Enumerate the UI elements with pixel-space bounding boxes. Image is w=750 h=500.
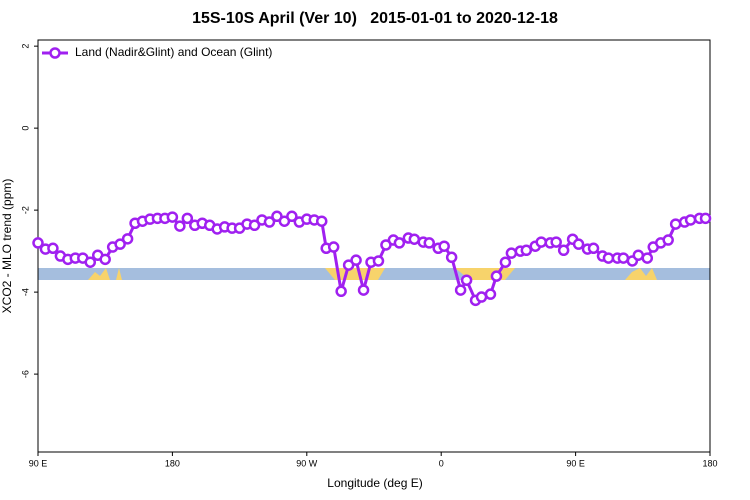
- chart-title: 15S-10S April (Ver 10) 2015-01-01 to 202…: [192, 10, 558, 27]
- data-point: [602, 252, 615, 264]
- data-point: [47, 242, 59, 255]
- data-point: [490, 270, 503, 282]
- y-tick-label: -6: [20, 370, 30, 378]
- data-point: [684, 214, 697, 226]
- y-tick-label: -4: [20, 288, 30, 296]
- data-point: [84, 256, 97, 268]
- legend: Land (Nadir&Glint) and Ocean (Glint): [42, 45, 272, 59]
- data-point: [174, 220, 186, 232]
- data-point: [32, 237, 44, 249]
- x-tick-label: 90 E: [29, 458, 48, 468]
- data-point: [505, 247, 518, 259]
- data-point: [557, 244, 570, 257]
- data-point: [475, 291, 488, 303]
- data-point: [286, 210, 298, 223]
- data-point: [393, 237, 406, 249]
- data-point: [460, 274, 473, 286]
- y-tick-label: 2: [20, 44, 30, 49]
- data-point: [350, 254, 362, 266]
- data-point: [520, 244, 533, 257]
- y-tick-label: 0: [20, 126, 30, 131]
- data-point: [181, 212, 194, 225]
- data-point: [669, 218, 682, 230]
- x-axis-label: Longitude (deg E): [327, 476, 422, 490]
- legend-label: Land (Nadir&Glint) and Ocean (Glint): [75, 45, 272, 59]
- data-point: [335, 285, 347, 298]
- data-point: [423, 237, 436, 249]
- data-point: [699, 212, 712, 225]
- data-point: [632, 249, 645, 261]
- land-ocean-band: [38, 268, 710, 280]
- data-point: [327, 241, 340, 253]
- data-point: [641, 252, 654, 264]
- data-point: [550, 236, 562, 248]
- data-point: [315, 215, 328, 227]
- data-point: [408, 233, 421, 245]
- x-tick-label: 90 E: [566, 458, 585, 468]
- data-point: [166, 211, 179, 223]
- data-point: [357, 284, 370, 296]
- y-tick-label: -2: [20, 206, 30, 214]
- data-point: [572, 238, 585, 250]
- data-point: [263, 216, 276, 228]
- data-point: [454, 284, 467, 296]
- y-axis-label: XCO2 - MLO trend (ppm): [0, 179, 14, 314]
- x-tick-label: 90 W: [296, 458, 318, 468]
- data-point: [484, 288, 497, 300]
- data-point: [248, 219, 261, 232]
- data-point: [121, 233, 134, 245]
- x-tick-label: 180: [702, 458, 717, 468]
- land-patch: [116, 268, 122, 280]
- legend-marker: [49, 47, 61, 59]
- data-point: [99, 253, 111, 266]
- data-point: [445, 251, 458, 264]
- land-patch: [325, 268, 385, 280]
- data-point: [438, 240, 450, 252]
- data-point: [372, 255, 385, 267]
- data-point: [617, 252, 630, 264]
- land-patch: [625, 268, 657, 280]
- land-patch: [88, 268, 110, 280]
- data-point: [114, 238, 126, 250]
- data-point: [587, 242, 600, 255]
- x-tick-label: 180: [165, 458, 180, 468]
- x-tick-label: 0: [439, 458, 444, 468]
- data-point: [662, 234, 674, 246]
- data-point: [535, 236, 548, 248]
- data-point: [499, 256, 512, 268]
